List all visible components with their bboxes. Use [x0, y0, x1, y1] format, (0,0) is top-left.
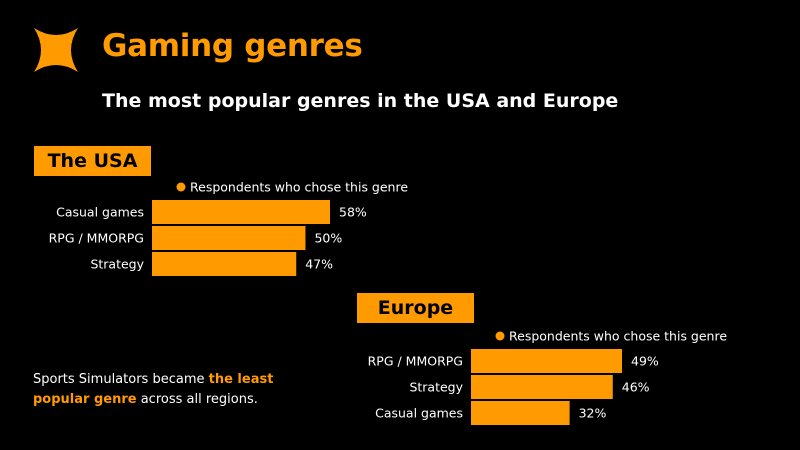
category-label-usa-1: RPG / MMORPG: [49, 231, 144, 246]
value-label-usa-0: 58%: [339, 205, 367, 220]
legend-label-usa: Respondents who chose this genre: [190, 180, 408, 195]
footnote-suffix: across all regions.: [136, 392, 258, 407]
legend-marker-usa: [176, 182, 186, 192]
bar-usa-0: [152, 200, 330, 224]
bar-usa-1: [152, 226, 306, 250]
page-subtitle: The most popular genres in the USA and E…: [102, 90, 619, 112]
footnote-highlight: the least popular genre: [33, 372, 274, 407]
chart-title-europe: Europe: [357, 293, 474, 323]
footnote-prefix: Sports Simulators became: [33, 372, 209, 387]
value-label-usa-1: 50%: [314, 231, 342, 246]
page-title: Gaming genres: [102, 28, 363, 64]
footnote: Sports Simulators became the least popul…: [33, 370, 303, 410]
logo-star-icon: [34, 28, 78, 72]
chart-title-usa: The USA: [34, 146, 151, 176]
category-label-usa-0: Casual games: [56, 205, 144, 220]
value-label-usa-2: 47%: [305, 257, 333, 272]
category-label-usa-2: Strategy: [90, 257, 144, 272]
bar-usa-2: [152, 252, 297, 276]
